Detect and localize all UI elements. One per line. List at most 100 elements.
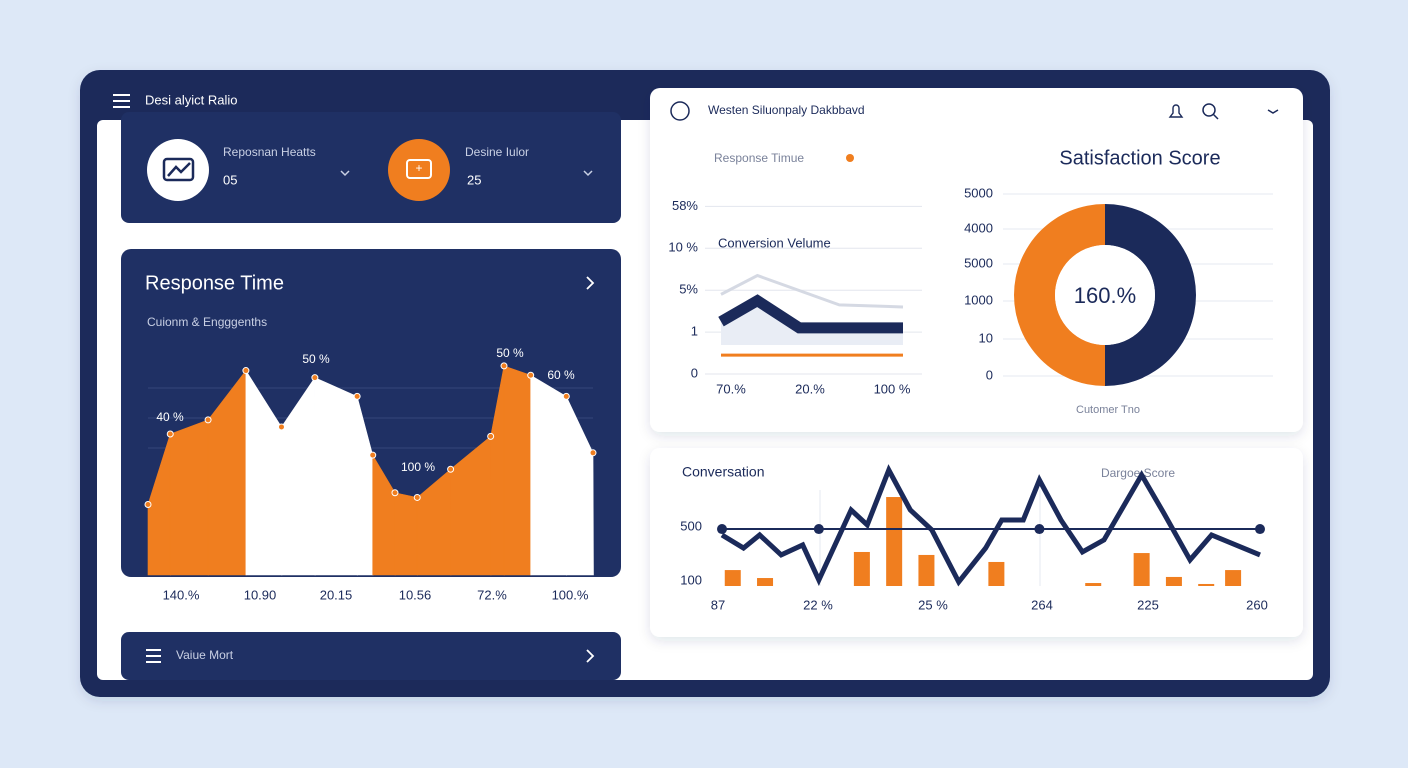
x-tick-label: 25 % [918,597,948,612]
panel-title: Satisfaction Score [1059,147,1220,169]
donut-center-label: 160.% [1074,283,1136,308]
data-point [1034,524,1045,535]
indicator-dot [846,154,854,162]
x-tick-label: 100.% [552,587,589,602]
inner-title: Conversion Velume [718,235,831,250]
y-tick-label: 10 % [668,240,698,255]
area-segment [565,396,594,576]
stats-card [121,112,621,223]
bar [757,578,774,586]
line-series [720,273,904,309]
data-point [369,451,377,459]
donut-slice [1014,204,1105,386]
donut-caption: Cutomer Tno [1076,404,1140,416]
data-point [1255,524,1265,535]
card-title: Response Time [145,272,284,294]
data-point [166,430,174,438]
panel-title: Response Timue [714,151,804,165]
y-tick-label: 500 [680,518,702,533]
search-icon[interactable] [1212,113,1219,120]
stat-label: Desine Iulor [465,145,529,159]
x-tick-label: 22 % [803,597,833,612]
bar [886,497,903,586]
card-subtitle: Cuionm & Engggenths [147,315,267,329]
data-point [500,362,508,370]
grid [819,490,1041,586]
conversation-card [650,448,1303,637]
axis-label: 0 [986,367,993,382]
chevron[interactable] [340,170,350,177]
data-point [144,501,152,508]
header-title: Westen Siluonpaly Dakbbavd [708,103,865,117]
bar [988,561,1005,586]
data-point [242,367,250,375]
data-point [589,449,597,457]
line-series [718,294,903,334]
stat-icon-glyph [406,159,432,179]
data-point [391,489,399,497]
stat-value: 05 [223,172,237,187]
bar [1085,583,1102,586]
donut-hole [1055,245,1155,345]
chevron[interactable] [586,649,595,663]
data-point [717,524,727,535]
annotation: 40 % [156,410,184,424]
search-icon[interactable] [1202,103,1216,117]
footer-card[interactable] [121,632,621,680]
stat-icon-glyph [162,157,195,182]
area-segment [394,492,419,576]
area-segment [169,419,209,576]
bar [1133,553,1150,586]
data-point [353,392,361,400]
x-tick-label: 20.% [795,381,825,396]
axis-label: 10 [979,330,993,345]
data-point [562,392,570,400]
data-point [527,371,535,379]
x-tick-label: 140.% [163,587,200,602]
x-tick-label: 100 % [874,381,911,396]
logo-icon [670,101,690,121]
chevron[interactable] [586,276,595,290]
data-point [278,423,285,431]
area-segment [503,365,532,576]
list-icon [146,649,161,663]
x-tick-label: 72.% [477,587,507,602]
stat-label: Reposnan Heatts [223,145,316,159]
y-tick-label: 1 [691,324,698,339]
data-point [813,524,824,535]
y-tick-label: 5% [679,282,698,297]
footer-label: Vaiue Mort [176,648,234,662]
x-tick-label: 260 [1246,597,1268,612]
y-tick-label: 58% [672,198,698,213]
bar [1198,583,1215,586]
bar [724,570,741,586]
y-tick-label: 100 [680,572,702,587]
data-point [311,374,319,382]
bar [918,554,935,586]
annotation: 50 % [496,346,524,360]
axis-label: 4000 [964,220,993,235]
x-tick-label: 70.% [716,381,746,396]
chevron[interactable] [1267,109,1279,114]
bar [1165,576,1182,586]
y-tick-label: 0 [691,365,698,380]
annotation: 50 % [302,352,330,366]
menu-icon[interactable] [113,94,130,108]
x-tick-label: 10.90 [244,587,277,602]
axis-label: 1000 [964,292,993,307]
x-tick-label: 10.56 [399,587,432,602]
area-segment [314,377,358,576]
stat-icon-glyph: + [415,161,422,175]
x-tick-label: 225 [1137,597,1159,612]
bar [853,551,870,586]
chevron[interactable] [583,170,593,177]
stat-icon-glyph [167,162,191,177]
data-point [447,465,455,473]
axis-label: 5000 [964,255,993,270]
x-tick-label: 20.15 [320,587,353,602]
bell-icon[interactable] [1168,104,1184,118]
stat-value: 25 [467,172,481,187]
axis-label: 5000 [964,185,993,200]
line-series [720,464,1261,587]
